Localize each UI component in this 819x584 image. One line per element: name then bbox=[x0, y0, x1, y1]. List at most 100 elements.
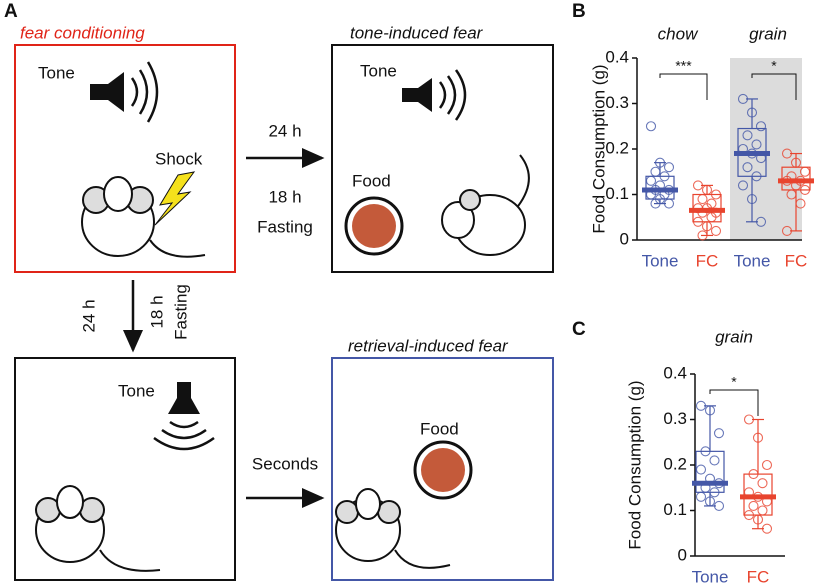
data-point bbox=[692, 180, 704, 191]
data-point bbox=[663, 198, 675, 209]
data-point bbox=[790, 157, 802, 168]
y-tick-label: 0.2 bbox=[605, 138, 629, 157]
data-point bbox=[697, 194, 708, 205]
data-point bbox=[701, 184, 713, 195]
data-point bbox=[709, 455, 720, 466]
mouse-icon bbox=[441, 154, 530, 256]
data-point bbox=[695, 400, 707, 411]
box-title: retrieval-induced fear bbox=[348, 336, 509, 355]
label: Seconds bbox=[252, 454, 318, 473]
data-point bbox=[704, 405, 716, 416]
data-point bbox=[737, 180, 749, 191]
data-point bbox=[697, 230, 708, 241]
x-tick-label: Tone bbox=[642, 251, 679, 270]
label: Shock bbox=[155, 149, 203, 168]
x-tick-label: Tone bbox=[692, 567, 729, 584]
data-point bbox=[795, 198, 806, 209]
y-axis-label: Food Consumption (g) bbox=[589, 64, 608, 233]
significance-label: * bbox=[731, 374, 737, 390]
significance-label: * bbox=[771, 58, 777, 74]
data-point bbox=[659, 171, 670, 182]
data-point bbox=[743, 509, 755, 521]
y-tick-label: 0.3 bbox=[605, 93, 629, 112]
data-point bbox=[786, 189, 797, 200]
data-point bbox=[752, 432, 764, 443]
data-point bbox=[755, 216, 767, 227]
data-point bbox=[663, 162, 675, 173]
x-tick-label: FC bbox=[785, 251, 808, 270]
data-point bbox=[701, 221, 713, 232]
panel-label: B bbox=[572, 1, 586, 22]
label: Tone bbox=[360, 61, 397, 80]
x-tick-label: FC bbox=[696, 251, 719, 270]
panel-label: A bbox=[4, 1, 18, 22]
mouse-icon bbox=[335, 488, 451, 569]
data-point bbox=[695, 464, 707, 475]
box-title: tone-induced fear bbox=[350, 23, 484, 42]
label: Food bbox=[420, 419, 459, 438]
significance-bracket bbox=[709, 389, 759, 416]
y-axis-label: Food Consumption (g) bbox=[625, 380, 644, 549]
shock-icon bbox=[154, 171, 196, 226]
mouse-icon bbox=[35, 485, 161, 572]
significance-bracket bbox=[751, 73, 797, 100]
data-point bbox=[761, 459, 773, 471]
data-point bbox=[748, 500, 759, 512]
chart-title: grain bbox=[715, 327, 753, 346]
data-point bbox=[799, 184, 811, 195]
y-tick-label: 0.2 bbox=[663, 454, 687, 473]
label: 18 h bbox=[147, 295, 166, 328]
data-point bbox=[645, 175, 657, 186]
label: Food bbox=[352, 171, 391, 190]
data-point bbox=[654, 157, 666, 168]
data-point bbox=[746, 107, 758, 118]
data-point bbox=[692, 216, 704, 227]
data-point bbox=[710, 189, 722, 200]
data-point bbox=[751, 171, 762, 182]
y-tick-label: 0 bbox=[620, 229, 629, 248]
data-point bbox=[743, 414, 755, 425]
data-point bbox=[645, 121, 657, 132]
data-point bbox=[781, 148, 793, 159]
data-point bbox=[742, 162, 753, 173]
x-tick-label: Tone bbox=[734, 251, 771, 270]
group-label: grain bbox=[749, 24, 787, 43]
scene-box bbox=[14, 357, 236, 581]
y-tick-label: 0.1 bbox=[605, 184, 629, 203]
data-point bbox=[781, 225, 793, 236]
x-tick-label: FC bbox=[747, 567, 770, 584]
group-label: chow bbox=[658, 24, 699, 43]
mouse-icon bbox=[81, 176, 206, 258]
data-point bbox=[704, 496, 716, 507]
data-point bbox=[799, 166, 811, 177]
data-point bbox=[751, 139, 762, 150]
scene-box bbox=[331, 357, 554, 581]
data-point bbox=[700, 446, 711, 457]
data-point bbox=[737, 93, 749, 104]
data-point bbox=[761, 523, 773, 534]
speaker-icon bbox=[402, 69, 467, 121]
data-point bbox=[752, 514, 764, 525]
data-point bbox=[710, 225, 722, 236]
y-tick-label: 0 bbox=[678, 545, 687, 564]
label: Fasting bbox=[171, 284, 190, 340]
y-tick-label: 0.4 bbox=[663, 363, 687, 382]
data-point bbox=[713, 428, 725, 439]
data-point bbox=[650, 166, 661, 177]
significance-bracket bbox=[659, 73, 708, 100]
data-point bbox=[757, 478, 768, 489]
data-point bbox=[746, 194, 758, 205]
food-icon bbox=[344, 196, 404, 256]
data-point bbox=[709, 487, 720, 498]
y-tick-label: 0.3 bbox=[663, 409, 687, 428]
data-point bbox=[748, 469, 759, 480]
scene-box bbox=[331, 44, 554, 273]
data-point bbox=[650, 198, 661, 209]
y-tick-label: 0.4 bbox=[605, 47, 629, 66]
label: 24 h bbox=[268, 121, 301, 140]
panel-label: C bbox=[572, 319, 586, 340]
food-icon bbox=[413, 440, 473, 500]
data-point bbox=[742, 130, 753, 141]
